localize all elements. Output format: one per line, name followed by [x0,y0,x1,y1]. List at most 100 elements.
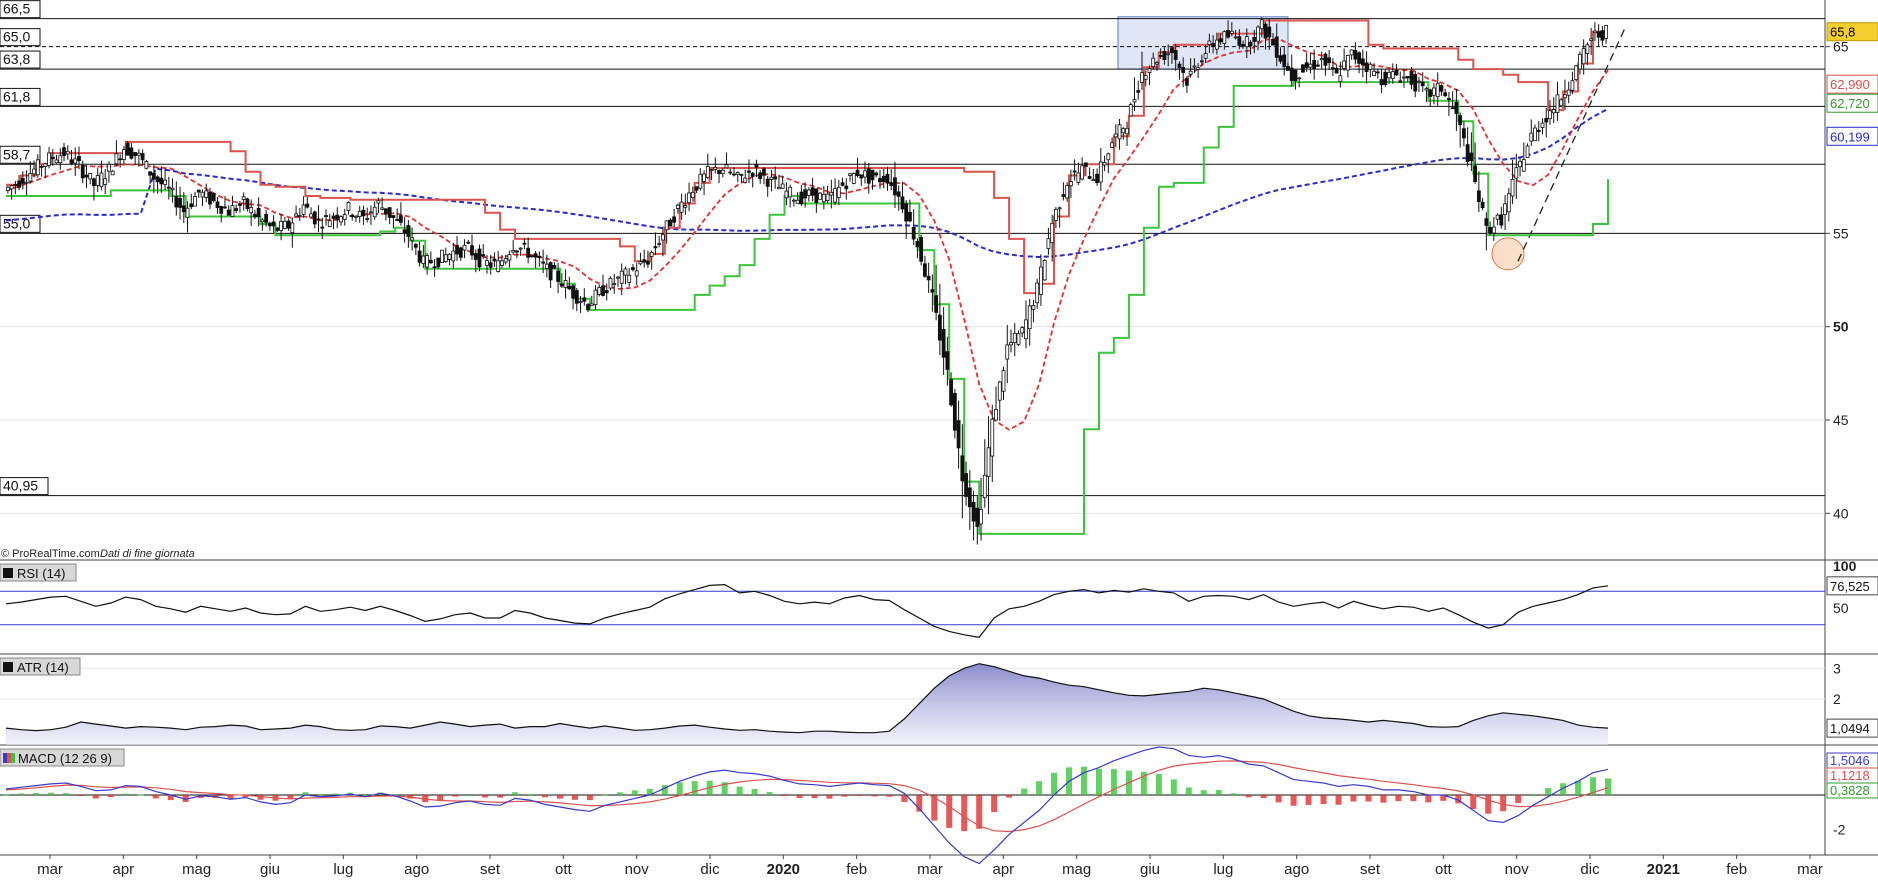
price-tag-label: 62,990 [1830,77,1870,92]
candle-body [54,159,59,164]
candle-body [1098,161,1103,183]
candle-body [1372,70,1376,76]
candle-body [1476,190,1481,202]
candle-body [1529,132,1534,142]
macd-legend-box [0,748,125,767]
candle-body [267,222,272,227]
candle-body [1256,26,1260,42]
candle-body [522,242,527,245]
candle-body [1046,238,1051,249]
candle-body [253,213,257,218]
candle-body [271,221,276,227]
candle-body [743,177,748,183]
price-tag: 62,990 [1826,74,1878,94]
macd-histogram-bar [931,795,938,821]
macd-histogram-bar [1080,766,1087,795]
candle-body [1450,107,1455,110]
candle-body [904,203,909,222]
candle-body [1001,370,1006,392]
candle-body [447,253,452,260]
support-stop-line [6,81,1609,535]
data-note-text: Dati di fine giornata [100,548,195,560]
candle-body [537,255,542,259]
macd-histogram-bar [17,793,24,795]
candle-body [103,178,108,185]
candle-body [398,215,403,223]
macd-histogram-bar [826,795,833,799]
candle-body [518,247,523,250]
candle-body [851,173,856,184]
candle-body [533,253,538,258]
level-label: 66,5 [3,1,30,17]
candle-body [425,255,429,268]
candle-body [47,152,51,166]
candle-body [1244,36,1249,48]
candle-body [279,221,284,231]
candle-body [1091,179,1096,182]
candle-body [1323,53,1328,66]
candle-body [477,248,482,268]
x-tick-label: apr [992,861,1014,878]
macd-histogram-bar [152,795,159,799]
candle-body [997,381,1002,401]
candle-body [1458,115,1463,125]
candle-body [919,237,924,262]
candle-body [339,216,343,223]
price-tick-label: 55 [1833,225,1849,241]
macd-line [5,746,1609,865]
candle-body [440,249,444,263]
candle-body [1578,53,1582,70]
candle-body [1473,165,1478,182]
candle-body [529,255,534,258]
candle-body [122,149,126,160]
candle-body [698,173,703,189]
macd-histogram-bar [527,794,534,796]
candle-body [35,159,40,176]
macd-histogram-bar [107,795,114,798]
candle-body [1009,341,1013,346]
candle-body [1319,58,1324,61]
candle-body [937,314,942,341]
candle-body [1555,94,1560,113]
macd-histogram-bar [1590,777,1597,795]
candle-body [466,241,471,244]
rsi-line [5,583,1609,638]
candle-body [1248,41,1253,47]
macd-histogram-bar [991,795,998,813]
candle-body [20,178,25,184]
rsi-tick-label: 100 [1833,558,1857,574]
candle-body [166,186,171,189]
candle-body [107,163,111,172]
candle-body [275,227,280,231]
candle-body [1330,67,1335,70]
rsi-legend-box [0,563,77,582]
candle-body [417,250,422,263]
candle-body [481,254,486,257]
candle-body [1420,81,1425,87]
candles-group [5,17,1609,545]
candle-body [900,196,905,210]
candle-body [350,214,355,218]
candle-body [1286,65,1290,71]
candle-body [1113,133,1118,138]
candle-body [1563,94,1567,99]
level-label-box [0,87,41,106]
candle-body [39,165,44,168]
candle-body [511,250,516,253]
macd-histogram-bar [1170,779,1177,795]
atr-tick-label: 3 [1833,660,1841,676]
candle-body [455,244,459,255]
candle-body [616,276,620,279]
candle-body [1102,162,1107,166]
macd-histogram-bar [676,782,683,795]
candle-body [1263,23,1268,39]
candle-body [1312,59,1317,69]
x-tick-label: set [480,861,501,878]
candle-body [601,285,605,296]
candle-body [582,297,587,302]
macd-histogram-bar [257,795,264,800]
candle-body [178,197,182,208]
price-tag-box [1826,22,1878,42]
candle-body [1461,128,1466,139]
candle-body [133,152,138,157]
